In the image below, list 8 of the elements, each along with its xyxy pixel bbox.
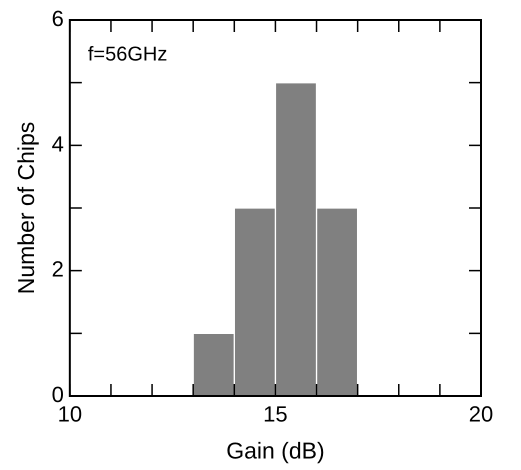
x-tick-label: 15 xyxy=(263,401,288,426)
x-tick-label: 20 xyxy=(468,401,494,426)
y-tick-label: 4 xyxy=(52,131,64,156)
x-axis-title: Gain (dB) xyxy=(226,438,325,464)
y-axis-title: Number of Chips xyxy=(13,122,40,294)
y-tick-label: 6 xyxy=(52,6,64,32)
annotation: f=56GHz xyxy=(88,44,168,66)
y-tick-label: 2 xyxy=(52,256,64,282)
